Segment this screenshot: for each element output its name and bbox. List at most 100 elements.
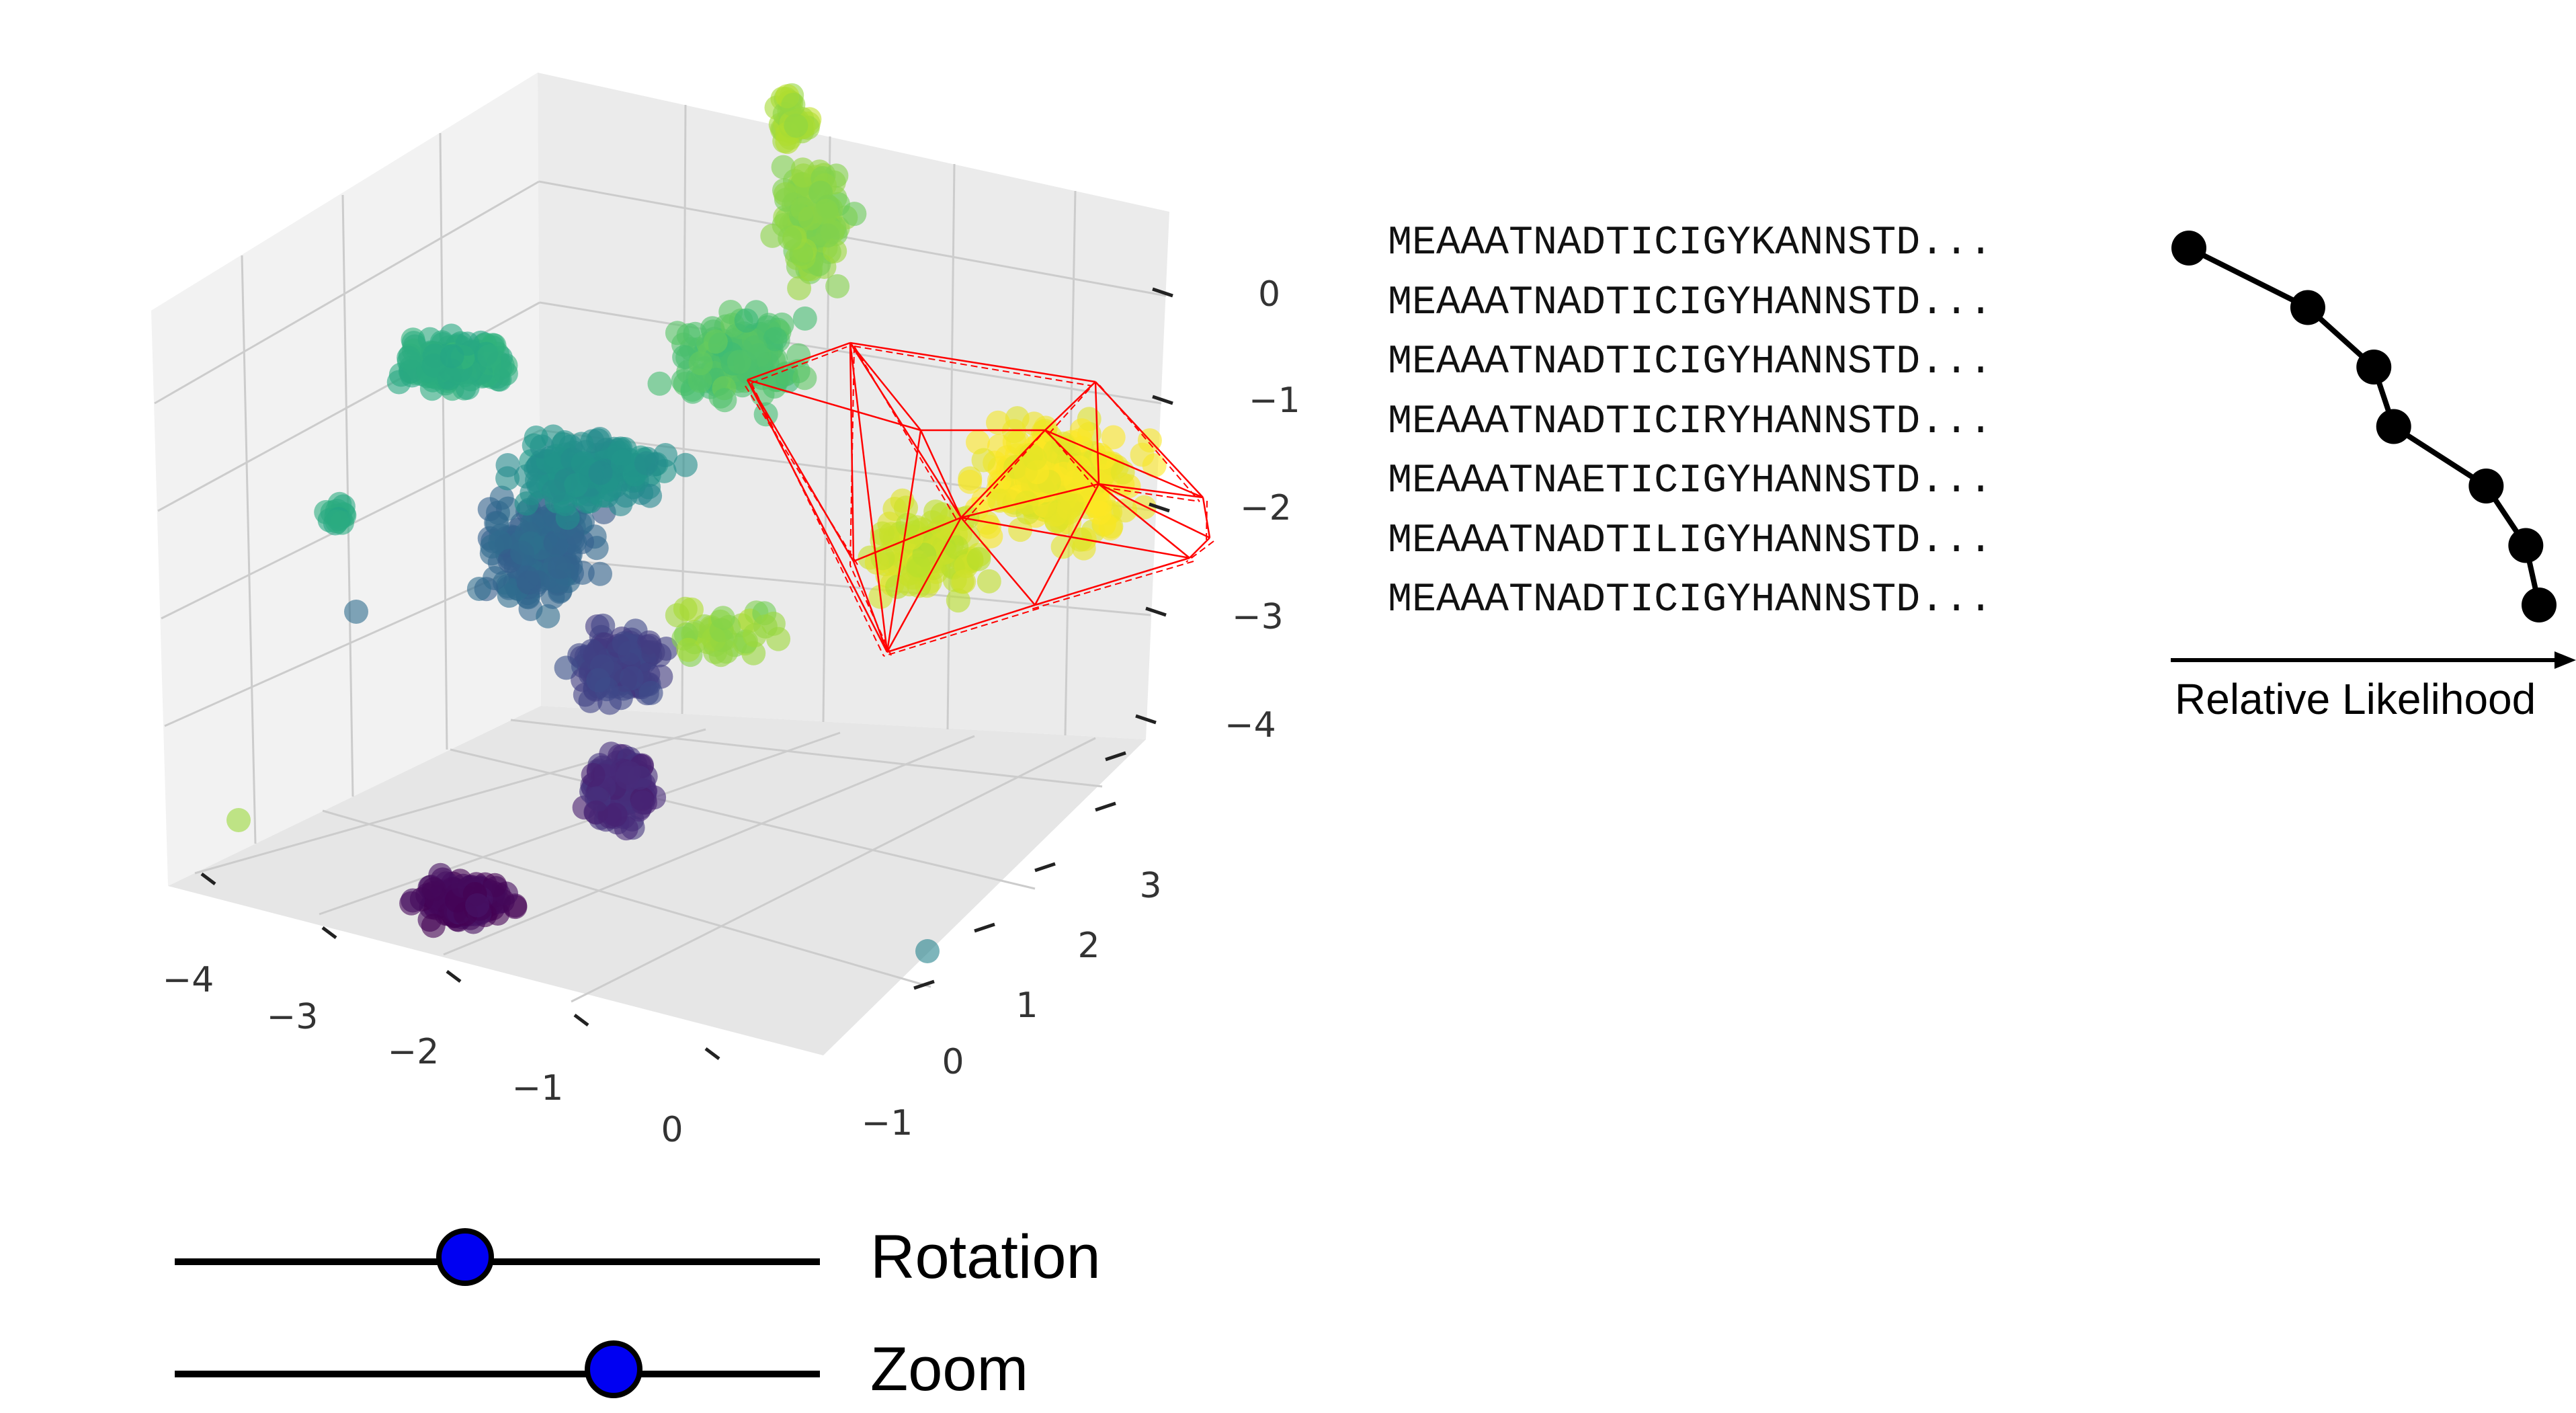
- hull-edge: [960, 516, 1190, 559]
- scatter-point: [421, 914, 446, 938]
- scatter-point: [703, 329, 728, 354]
- hull-edge: [1034, 483, 1100, 606]
- tick-label: −4: [163, 960, 214, 1000]
- hull-edge-dashed: [854, 346, 958, 522]
- sequence-line: MEAAATNADTICIGYHANNSTD...: [1388, 577, 1993, 623]
- sequence-line: MEAAATNADTILIGYHANNSTD...: [1388, 518, 1993, 564]
- scatter-point: [815, 223, 840, 248]
- scatter-point: [763, 327, 788, 352]
- tick-label: 0: [942, 1042, 964, 1082]
- scatter-point: [958, 469, 983, 494]
- scatter-point: [422, 344, 447, 368]
- scatter-point: [558, 554, 583, 579]
- scatter-point: [944, 535, 969, 560]
- scatter-point: [683, 321, 708, 346]
- 3d-scatter-plot[interactable]: −4 −3 −2 −1 0 −1 0 123 0 −1 −2 −3 −4: [0, 0, 1344, 1197]
- hull-edge-dashed: [751, 346, 847, 384]
- scatter-point: [480, 534, 505, 559]
- scatter-point: [1101, 425, 1126, 450]
- scatter-point: [923, 499, 948, 524]
- scatter-point: [608, 686, 633, 711]
- scatter-point: [778, 226, 802, 250]
- scatter-point: [966, 547, 991, 571]
- hull-edge-dashed: [1031, 561, 1194, 610]
- tick-mark: [1034, 862, 1056, 873]
- rotation-slider-thumb[interactable]: [436, 1228, 494, 1286]
- tick-label: −1: [512, 1068, 564, 1108]
- likelihood-axis-label: Relative Likelihood: [2175, 675, 2536, 723]
- scatter-point: [440, 344, 464, 368]
- likelihood-point: [2468, 469, 2504, 503]
- scatter-point: [814, 198, 839, 223]
- hull-edge: [960, 483, 1099, 519]
- scatter-point: [977, 514, 1001, 539]
- likelihood-point: [2290, 290, 2325, 325]
- tick-mark: [446, 970, 462, 983]
- scatter-point: [569, 432, 594, 456]
- scatter-point: [1068, 527, 1093, 552]
- likelihood-point: [2171, 231, 2206, 266]
- scatter-point: [397, 346, 421, 370]
- sequence-line: MEAAATNAETICIGYHANNSTD...: [1388, 458, 1993, 504]
- hull-edge: [849, 342, 888, 653]
- hull-edge: [1044, 430, 1099, 485]
- hull-edge: [747, 341, 851, 381]
- scatter-point: [588, 561, 612, 586]
- scatter-point: [870, 521, 895, 546]
- scatter-point: [485, 511, 509, 536]
- likelihood-points: [2171, 231, 2557, 622]
- sequence-line: MEAAATNADTICIGYKANNSTD...: [1388, 220, 1993, 266]
- scatter-point: [784, 114, 808, 138]
- scatter-point: [638, 680, 663, 705]
- sequence-list: MEAAATNADTICIGYKANNSTD... MEAAATNADTICIGY…: [1388, 214, 1993, 631]
- rotation-slider-track[interactable]: [175, 1258, 820, 1265]
- scatter-point: [792, 366, 817, 391]
- hull-edge-dashed: [1102, 487, 1200, 502]
- hull-edge: [919, 430, 962, 518]
- scatter-point: [1130, 442, 1155, 467]
- scatter-point: [640, 640, 665, 665]
- hull-outline: [743, 341, 1214, 657]
- scatter-points: [226, 83, 1167, 963]
- scatter-point: [493, 361, 518, 386]
- scatter-point: [489, 485, 514, 510]
- scatter-point: [466, 577, 491, 601]
- tick-label: −4: [1224, 705, 1276, 745]
- scatter-point: [588, 460, 613, 485]
- likelihood-chart: Relative Likelihood: [2171, 231, 2576, 723]
- scatter-point: [524, 426, 548, 450]
- scatter-point: [634, 451, 659, 476]
- tick-mark: [1149, 502, 1170, 513]
- scatter-point: [515, 565, 540, 590]
- scatter-point: [688, 351, 713, 376]
- scatter-point: [971, 448, 996, 473]
- tick-label: 2: [1077, 926, 1099, 966]
- hull-edge: [960, 430, 1046, 518]
- tick-label: 0: [1258, 274, 1280, 315]
- zoom-slider[interactable]: [175, 1332, 820, 1413]
- scatter-point: [344, 600, 368, 624]
- likelihood-point: [2508, 528, 2544, 563]
- tick-label: −3: [267, 997, 319, 1037]
- scatter-point: [532, 510, 556, 534]
- tick-mark: [913, 979, 935, 990]
- rotation-slider[interactable]: [175, 1220, 820, 1301]
- zoom-slider-thumb[interactable]: [584, 1340, 642, 1398]
- scatter-point: [688, 368, 712, 393]
- tick-label: 0: [661, 1110, 683, 1150]
- scatter-point: [591, 613, 616, 638]
- zoom-slider-track[interactable]: [175, 1371, 820, 1377]
- sequence-line: MEAAATNADTICIGYHANNSTD...: [1388, 280, 1993, 326]
- hull-edge: [849, 341, 1096, 383]
- hull-edge-dashed: [964, 434, 1042, 522]
- hull-edge-dashed: [1099, 385, 1200, 502]
- scatter-point: [647, 371, 672, 396]
- hull-edge: [747, 378, 921, 432]
- tick-label: −1: [862, 1103, 913, 1143]
- scatter-point: [781, 92, 806, 117]
- scatter-point: [536, 604, 560, 629]
- tick-mark: [321, 926, 337, 939]
- scatter-point: [509, 540, 534, 565]
- tick-mark: [573, 1014, 589, 1026]
- scatter-point: [612, 631, 636, 655]
